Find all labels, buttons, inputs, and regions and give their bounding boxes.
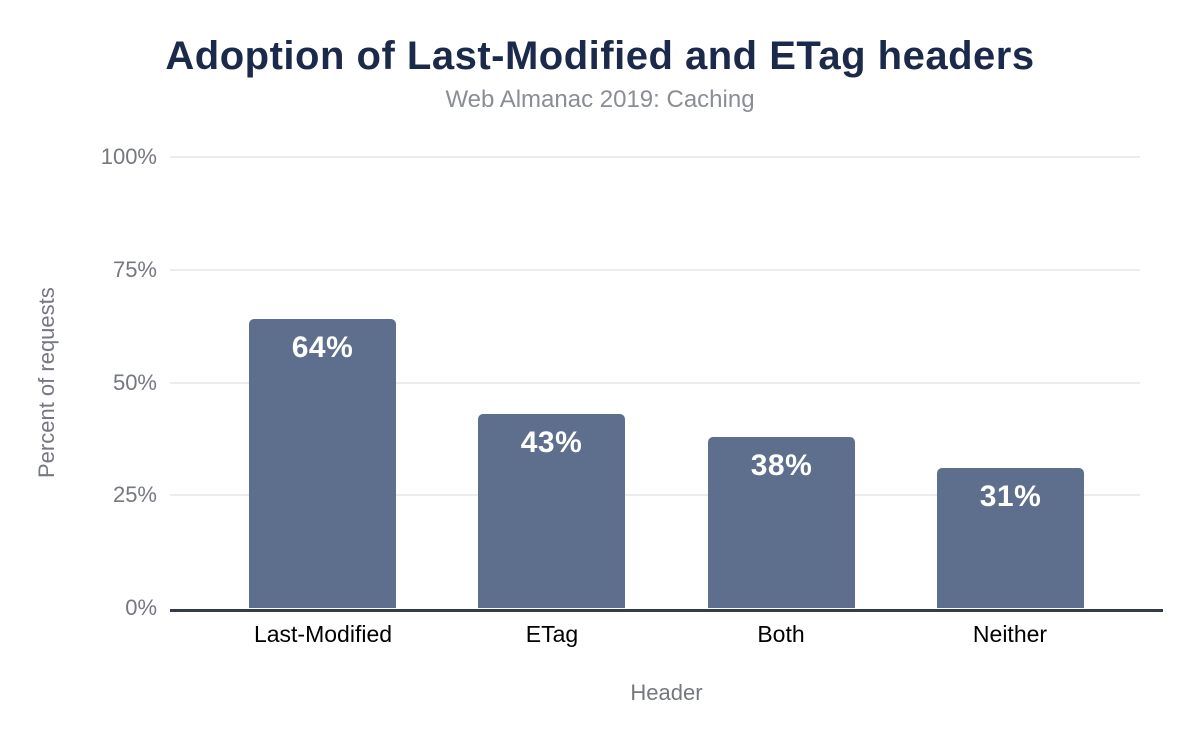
bar-both: 38% xyxy=(708,437,855,608)
bar-value-label-last-modified: 64% xyxy=(291,331,354,364)
gridline-75% xyxy=(170,268,1140,271)
y-tick-label-50%: 50% xyxy=(112,369,157,395)
bar-etag: 43% xyxy=(478,414,625,608)
x-axis-baseline xyxy=(170,609,1163,612)
y-tick-label-100%: 100% xyxy=(100,144,157,169)
gridline-25% xyxy=(170,494,1140,497)
x-category-label-neither: Neither xyxy=(972,621,1048,647)
bar-value-label-both: 38% xyxy=(750,449,813,482)
x-axis-title: Header xyxy=(630,680,703,705)
bar-last-modified: 64% xyxy=(249,319,396,608)
y-tick-label-25%: 25% xyxy=(112,482,157,508)
y-tick-label-0%: 0% xyxy=(125,595,157,620)
x-category-label-both: Both xyxy=(757,621,805,647)
bar-value-label-etag: 43% xyxy=(520,426,583,459)
gridline-100% xyxy=(170,156,1140,158)
gridline-50% xyxy=(170,381,1140,384)
x-category-label-last-modified: Last-Modified xyxy=(253,621,393,647)
chart-subtitle: Web Almanac 2019: Caching xyxy=(445,86,755,113)
bar-neither: 31% xyxy=(937,468,1084,608)
chart-title: Adoption of Last-Modified and ETag heade… xyxy=(165,34,1035,78)
x-category-label-etag: ETag xyxy=(525,621,579,647)
y-tick-label-75%: 75% xyxy=(112,256,157,282)
bar-value-label-neither: 31% xyxy=(979,480,1042,513)
